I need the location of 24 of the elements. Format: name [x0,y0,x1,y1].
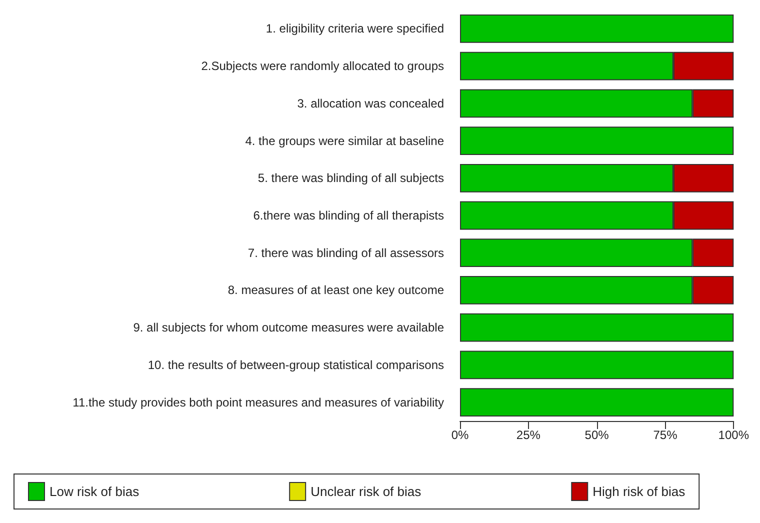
y-tick-label: 3. allocation was concealed [297,96,444,110]
x-tick-label: 0% [451,428,469,442]
legend-label: High risk of bias [592,484,686,499]
x-tick-label: 75% [653,428,678,442]
y-tick-label: 5. there was blinding of all subjects [258,171,444,186]
y-tick-label: 8. measures of at least one key outcome [228,283,444,298]
bar [460,14,734,43]
bar [460,350,734,380]
bar [460,126,734,155]
x-tick-label: 100% [718,428,750,442]
y-tick-label: 10. the results of between-group statistical comparisons [148,358,444,372]
y-tick-label: 1. eligibility criteria were specified [266,22,444,36]
y-tick-label: 4. the groups were similar at baseline [245,134,444,148]
y-tick-label: 9. all subjects for whom outcome measures were available [133,320,444,335]
y-tick-label: 11.the study provides both point measures and measures of variability [72,395,444,410]
bar [460,388,734,417]
x-tick-label: 50% [584,428,610,442]
x-tick-label: 25% [516,428,541,442]
bar [460,313,734,342]
y-tick-label: 6.there was blinding of all therapists [253,208,444,222]
legend-label: Unclear risk of bias [310,484,422,499]
legend-label: Low risk of bias [50,484,140,499]
y-tick-label: 2.Subjects were randomly allocated to groups [201,59,444,74]
y-tick-label: 7. there was blinding of all assessors [248,246,444,260]
